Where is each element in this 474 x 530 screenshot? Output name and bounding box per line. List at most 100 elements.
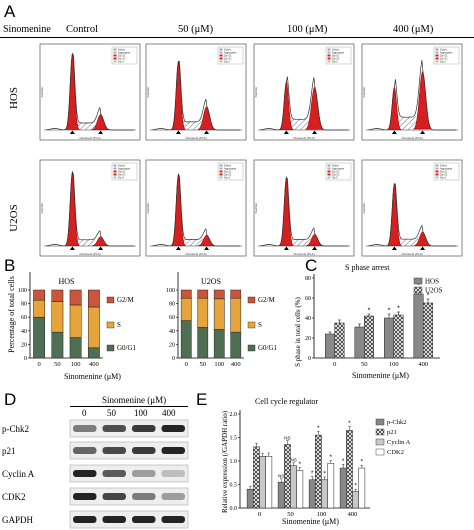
hist-r0-c1-legend-swatch-0 — [219, 48, 223, 51]
hist-r0-c1-legend-text-4: Dip S — [224, 60, 230, 63]
stack-hos-legend-swatch-0 — [106, 344, 115, 352]
hist-r0-c3-legend-text-1: Aggregates — [440, 51, 453, 54]
reg-legend-label-2: Cyclin A — [387, 439, 411, 446]
hist-r1-c0-legend-box — [111, 162, 138, 181]
hist-r0-c0-legend-swatch-4 — [113, 60, 117, 63]
sphase-sig-3-0: * — [417, 283, 420, 290]
hist-r0-c0-legend-swatch-1 — [113, 51, 117, 54]
sphase-sig-1-1: * — [368, 308, 371, 315]
sphase-ytick-label-0: 0 — [308, 356, 311, 362]
hist-r1-c3-legend-swatch-4 — [435, 176, 439, 179]
stack-hos-ytick-label-5: 100 — [18, 288, 27, 294]
hist-r0-c3-ylabel: Number — [362, 87, 366, 98]
stack-u2os-xtick-3: 400 — [231, 361, 241, 368]
hist-r1-c1-s-phase — [178, 238, 207, 246]
hist-r0-c3-marker-1 — [420, 130, 426, 134]
sphase-xtick-3: 400 — [418, 361, 428, 368]
stack-hos-legend-label-2: G2/M — [117, 296, 135, 304]
sphase-sig-2-1: * — [397, 306, 400, 313]
hist-r1-c3-legend-box — [433, 162, 460, 181]
hist-r0-c3-legend-text-3: Dip G2 — [440, 57, 448, 60]
hist-r0-c1-marker-1 — [204, 130, 210, 134]
stack-hos-bar-3-2 — [87, 289, 100, 308]
header-rule — [0, 37, 474, 38]
panel-c-xlabel: Sinomenine (μM) — [352, 371, 409, 380]
hist-r0-c2-legend-swatch-1 — [327, 51, 331, 54]
hist-r0-c2-marker-1 — [312, 130, 318, 134]
hist-r1-c3-xlabel: Channels (PI-A) — [401, 252, 422, 256]
hist-r0-c0-legend-text-3: Dip G2 — [118, 57, 126, 60]
hist-r0-c1-ylabel: Number — [146, 87, 150, 98]
reg-bar-1-2 — [290, 465, 297, 509]
reg-xtick-2: 100 — [317, 511, 327, 518]
hist-r1-c0-s-phase — [72, 239, 101, 246]
reg-ytick-label-2: 1.0 — [230, 459, 238, 465]
hist-r1-c2-legend-text-4: Dip S — [332, 176, 338, 179]
hist-r0-c3-legend-swatch-2 — [435, 54, 439, 57]
blot-band-0-1 — [102, 425, 126, 432]
reg-bar-2-2 — [321, 479, 328, 509]
hist-r0-c3-legend-box — [433, 46, 460, 65]
stack-hos-ytick-label-4: 80 — [21, 302, 27, 308]
blot-band-1-2 — [132, 447, 156, 454]
hist-r1-c2-s-phase — [286, 238, 315, 246]
reg-legend-label-3: CDK2 — [387, 449, 404, 456]
stack-hos-xtick-1: 50 — [54, 361, 61, 368]
blot-band-3-2 — [132, 493, 156, 500]
stack-hos-bar-1-2 — [51, 289, 64, 302]
hist-r0-c3-legend-swatch-0 — [435, 48, 439, 51]
stack-hos-bar-2-2 — [69, 289, 82, 306]
reg-legend-swatch-3 — [375, 448, 385, 456]
hist-r0-c2-legend-text-4: Dip S — [332, 60, 338, 63]
stack-u2os-legend-label-1: S — [258, 321, 262, 329]
hist-r0-c0-legend-swatch-2 — [113, 54, 117, 57]
blot-band-2-3 — [161, 470, 185, 477]
stack-u2os-bar-0-2 — [180, 289, 192, 299]
blot-band-0-2 — [132, 425, 156, 432]
stack-hos-legend-label-0: G0/G1 — [117, 344, 137, 352]
panel-c-title: S phase arrest — [345, 263, 390, 272]
reg-bar-0-1 — [253, 446, 260, 509]
reg-bar-0-0 — [246, 488, 254, 509]
hist-r0-c1-legend-swatch-3 — [219, 57, 223, 60]
reg-legend-label-0: p-Chk2 — [387, 419, 407, 426]
hist-r1-c2-legend-swatch-4 — [327, 176, 331, 179]
hist-r1-c1-legend-text-1: Aggregates — [224, 167, 237, 170]
sphase-ytick-label-2: 40 — [305, 316, 311, 322]
hist-r0-c3-legend-text-2: Dip G1 — [440, 54, 448, 57]
blot-band-0-3 — [161, 425, 185, 432]
hist-r0-c1-s-phase — [178, 121, 207, 130]
hist-r0-c1-legend-text-1: Aggregates — [224, 51, 237, 54]
protein-label-cdk2: CDK2 — [2, 492, 26, 502]
protein-label-cyclina: Cyclin A — [2, 469, 35, 479]
stack-u2os-ytick-label-3: 60 — [169, 315, 175, 321]
hist-r0-c1-legend-text-0: Debris — [224, 48, 232, 51]
blot-band-0-0 — [73, 425, 97, 432]
hist-r1-c3-legend-text-4: Dip S — [440, 176, 446, 179]
sphase-sig-2-0: * — [388, 308, 391, 315]
dose-400: 400 — [162, 408, 176, 418]
stack-hos-ytick-label-0: 0 — [24, 356, 27, 362]
hist-r1-c0-legend-swatch-0 — [113, 164, 117, 167]
hist-r1-c1-legend-swatch-3 — [219, 173, 223, 176]
blot-strip-1 — [69, 441, 189, 460]
panel-d-rule — [70, 406, 188, 407]
hist-r1-c0-legend-text-0: Debris — [118, 164, 126, 167]
hist-r0-c1-xlabel: Channels (PI-A) — [185, 136, 206, 140]
sphase-legend-label-1: U2OS — [425, 287, 443, 295]
reg-legend-label-1: p21 — [387, 429, 397, 436]
hist-r1-c1-xlabel: Channels (PI-A) — [185, 252, 206, 256]
hist-r1-c2-legend-swatch-3 — [327, 173, 331, 176]
hist-r1-c1-ylabel: Number — [146, 203, 150, 214]
hist-r0-c2-legend-swatch-0 — [327, 48, 331, 51]
hist-r0-c1-legend-text-2: Dip G1 — [224, 54, 232, 57]
hist-r1-c2-legend-text-1: Aggregates — [332, 167, 345, 170]
sphase-legend-label-0: HOS — [425, 278, 439, 286]
hist-r0-c3-legend-swatch-1 — [435, 51, 439, 54]
stack-u2os-xtick-1: 50 — [200, 361, 207, 368]
condition-header-1: 50 (μM) — [178, 24, 214, 35]
hist-r1-c2-legend-text-0: Debris — [332, 164, 340, 167]
hist-r1-c0-marker-1 — [98, 246, 104, 250]
reg-bar-2-3 — [327, 463, 335, 509]
hist-r1-c2-legend-text-3: Dip G2 — [332, 173, 340, 176]
